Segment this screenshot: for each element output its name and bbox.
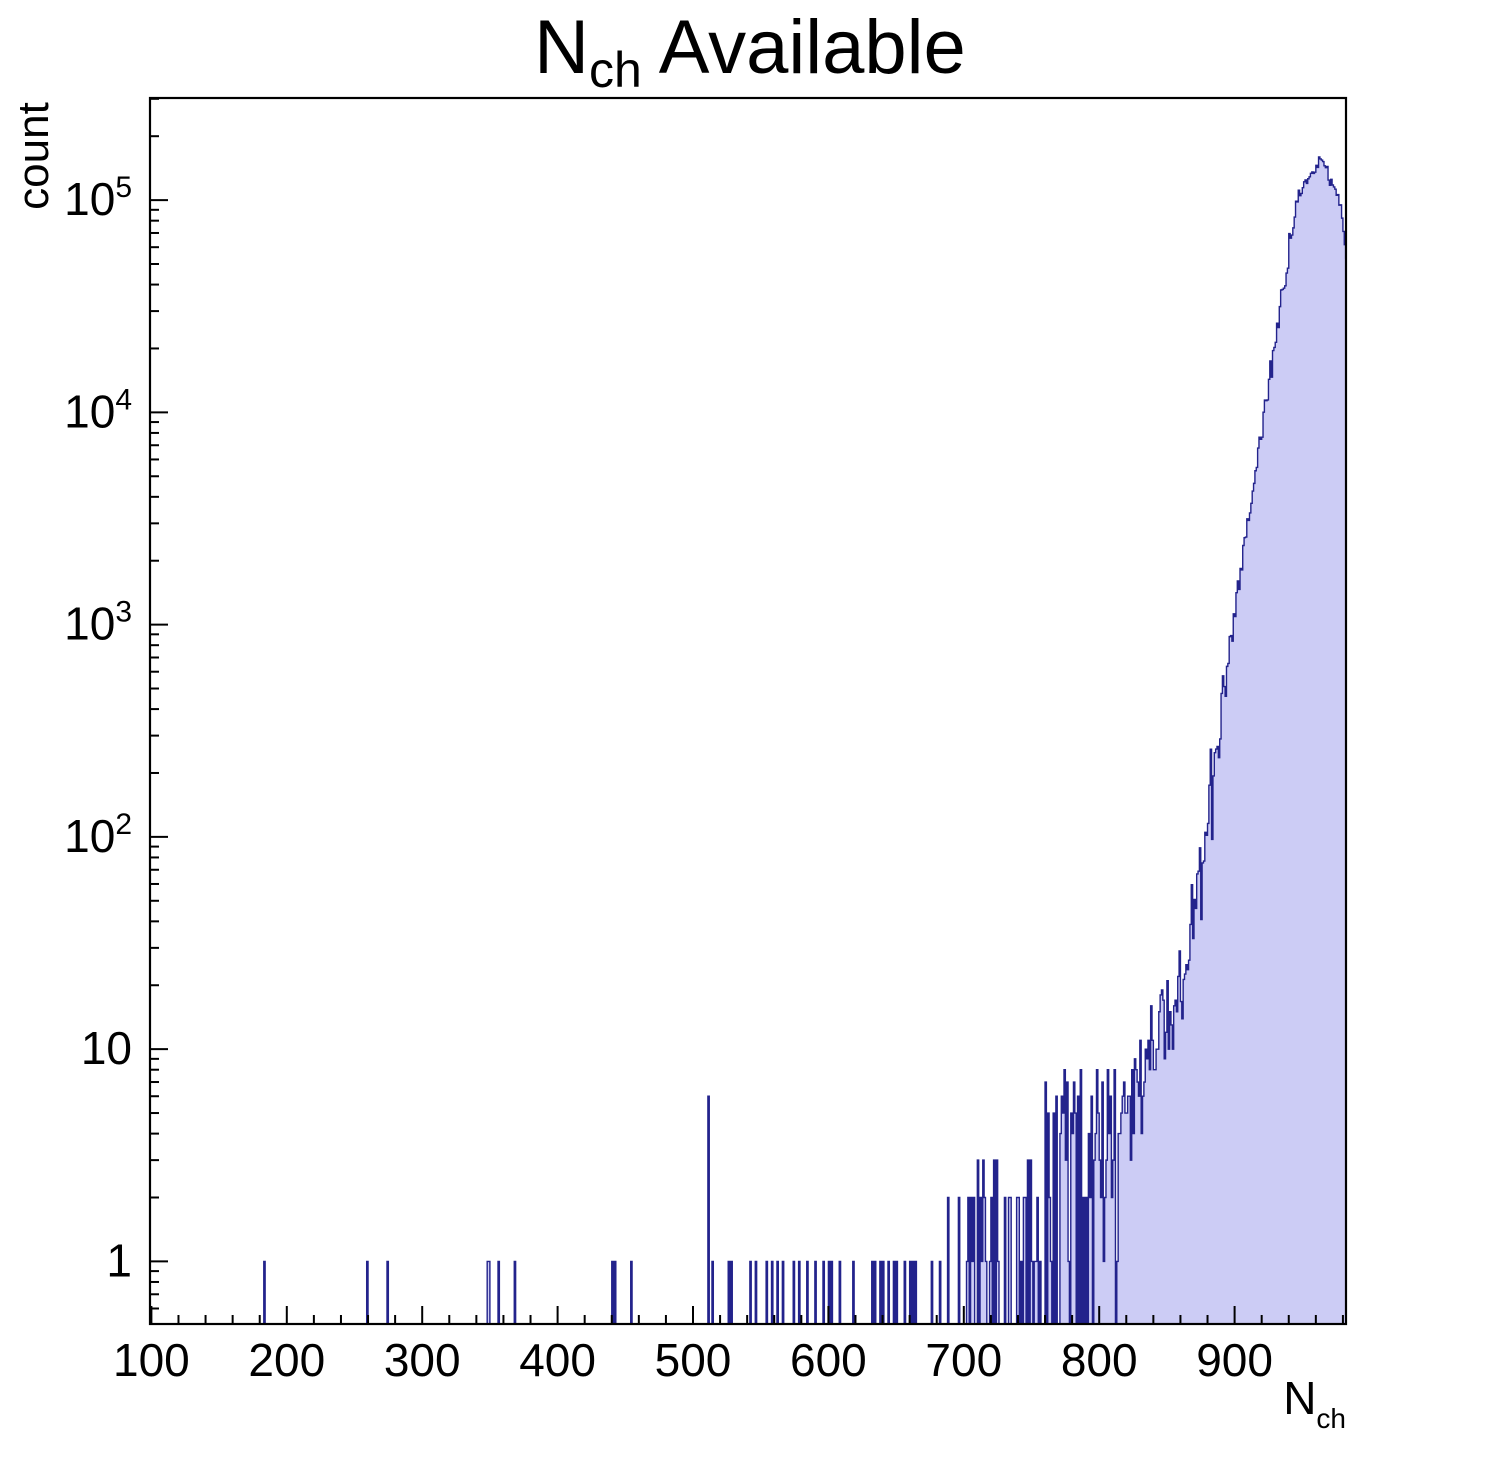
svg-text:300: 300 [384, 1334, 461, 1386]
svg-text:10: 10 [81, 1022, 132, 1074]
svg-text:700: 700 [925, 1334, 1002, 1386]
svg-text:1: 1 [106, 1234, 132, 1286]
svg-text:400: 400 [519, 1334, 596, 1386]
svg-text:600: 600 [790, 1334, 867, 1386]
svg-text:500: 500 [655, 1334, 732, 1386]
svg-text:200: 200 [248, 1334, 325, 1386]
svg-text:100: 100 [113, 1334, 190, 1386]
svg-text:900: 900 [1196, 1334, 1273, 1386]
svg-text:count: count [9, 102, 58, 210]
svg-text:800: 800 [1061, 1334, 1138, 1386]
